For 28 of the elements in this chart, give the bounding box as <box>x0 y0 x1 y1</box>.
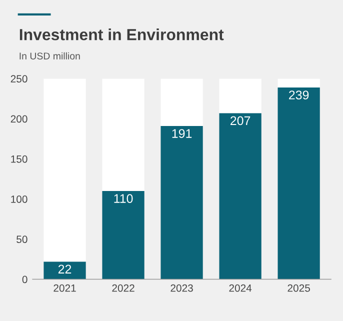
x-tick-label: 2022 <box>112 284 134 292</box>
x-tick-label: 2021 <box>54 284 76 292</box>
x-tick-label: 2025 <box>288 284 310 292</box>
data-label: 191 <box>172 129 192 138</box>
data-label: 207 <box>230 116 250 126</box>
bar <box>160 78 203 126</box>
y-tick-label: 0 <box>22 276 28 284</box>
y-tick-label: 150 <box>11 155 28 163</box>
y-tick-label: 200 <box>10 115 28 123</box>
bar <box>278 87 320 280</box>
bar <box>102 190 144 280</box>
data-label: 239 <box>289 90 309 100</box>
chart-subtitle: In USD million <box>20 52 80 60</box>
x-tick-label: 2023 <box>170 284 193 292</box>
bar <box>44 262 86 280</box>
data-label: 22 <box>58 264 72 274</box>
y-tick-label: 100 <box>11 196 28 203</box>
bar <box>102 78 144 191</box>
y-tick-label: 50 <box>16 236 28 244</box>
x-tick-label: 2024 <box>229 284 252 292</box>
bar <box>219 113 262 280</box>
data-label: 110 <box>114 194 133 203</box>
bar <box>278 78 320 88</box>
bar <box>160 126 203 280</box>
chart-title: Investment in Environment <box>20 28 224 40</box>
bar <box>44 78 86 262</box>
bar <box>219 78 262 114</box>
y-tick-label: 250 <box>10 75 28 83</box>
